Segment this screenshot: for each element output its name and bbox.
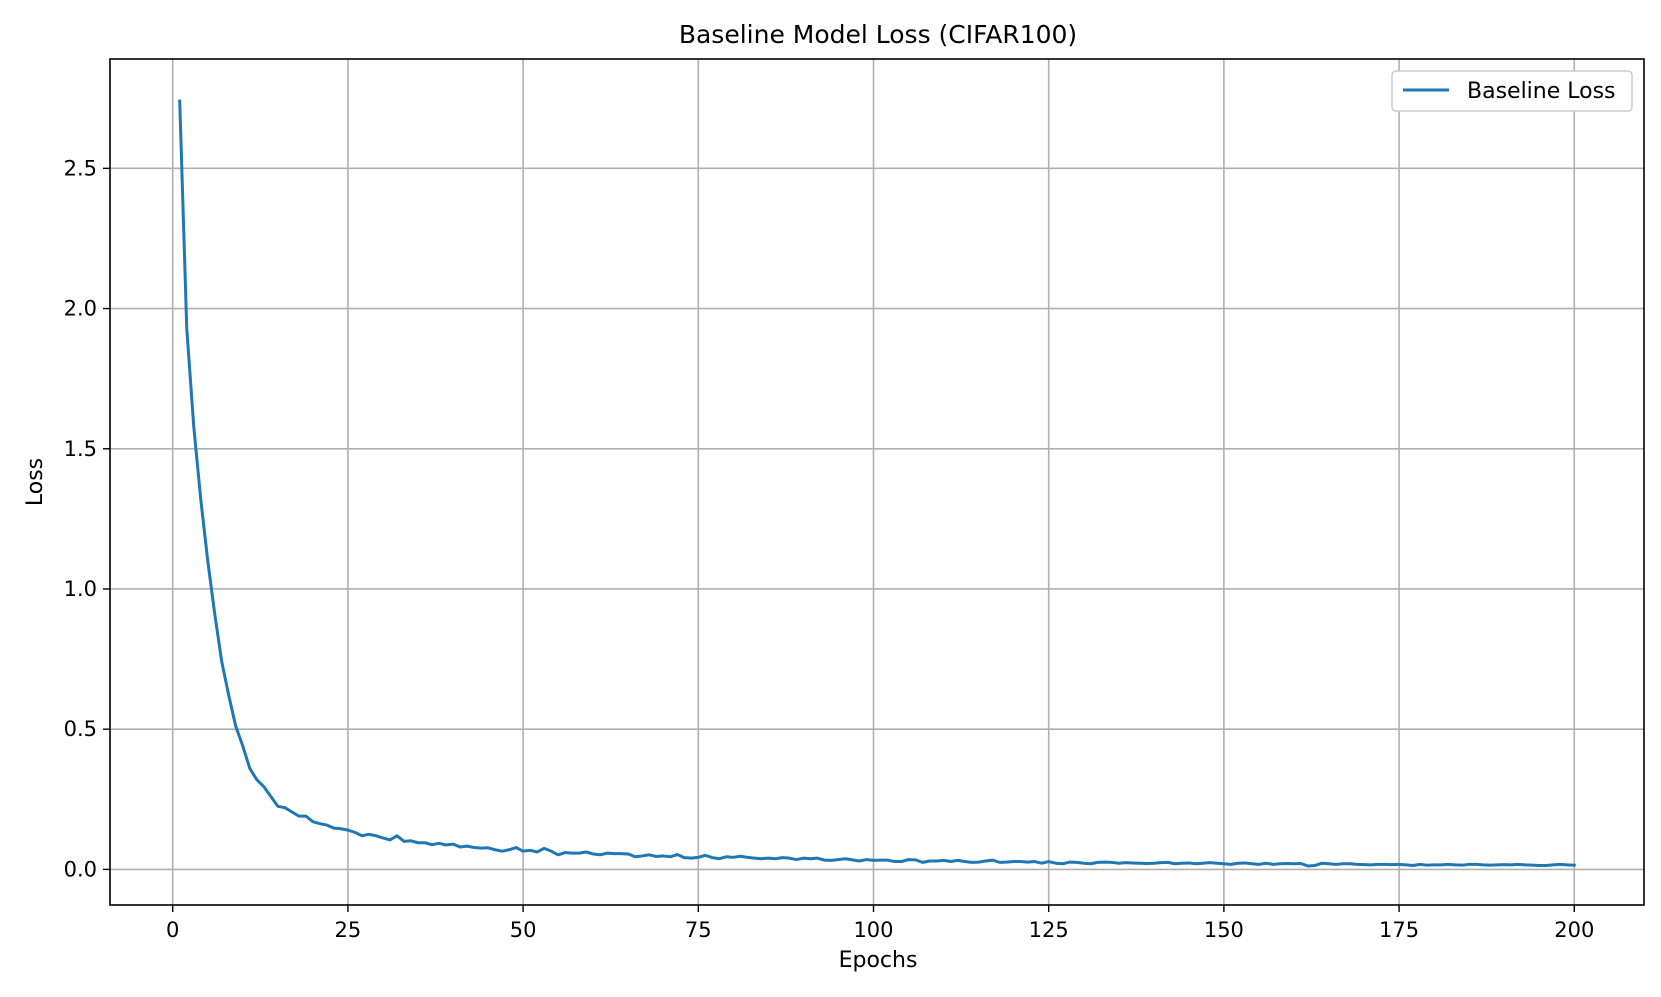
x-axis-label: Epochs: [839, 948, 918, 973]
x-tick-label: 175: [1379, 918, 1419, 942]
legend-label-baseline-loss: Baseline Loss: [1467, 79, 1616, 104]
series-layer: [178, 99, 1576, 868]
legend: Baseline Loss: [1391, 70, 1633, 112]
y-tick-label: 1.0: [64, 577, 97, 601]
chart-title: Baseline Model Loss (CIFAR100): [679, 20, 1077, 49]
axis-ticks: 0 25 50 75 100 125 150 175 200 0.0 0.5 1.0 1.5 2.0 2.5: [64, 156, 1595, 942]
x-tick-label: 25: [335, 918, 362, 942]
y-tick-label: 2.5: [64, 156, 97, 180]
x-tick-label: 100: [853, 918, 893, 942]
y-tick-label: 2.0: [64, 297, 97, 321]
x-tick-label: 75: [685, 918, 712, 942]
series-line-baseline-loss: [178, 99, 1576, 868]
x-tick-label: 125: [1029, 918, 1069, 942]
x-tick-label: 200: [1554, 918, 1594, 942]
grid-lines: [110, 59, 1644, 905]
x-tick-label: 0: [166, 918, 179, 942]
y-axis-label: Loss: [23, 458, 48, 506]
plot-frame: [109, 58, 1645, 906]
y-tick-label: 1.5: [64, 437, 97, 461]
y-tick-label: 0.5: [64, 717, 97, 741]
x-tick-label: 50: [510, 918, 537, 942]
legend-box: [1391, 70, 1633, 112]
y-tick-label: 0.0: [64, 857, 97, 881]
x-tick-label: 150: [1204, 918, 1244, 942]
